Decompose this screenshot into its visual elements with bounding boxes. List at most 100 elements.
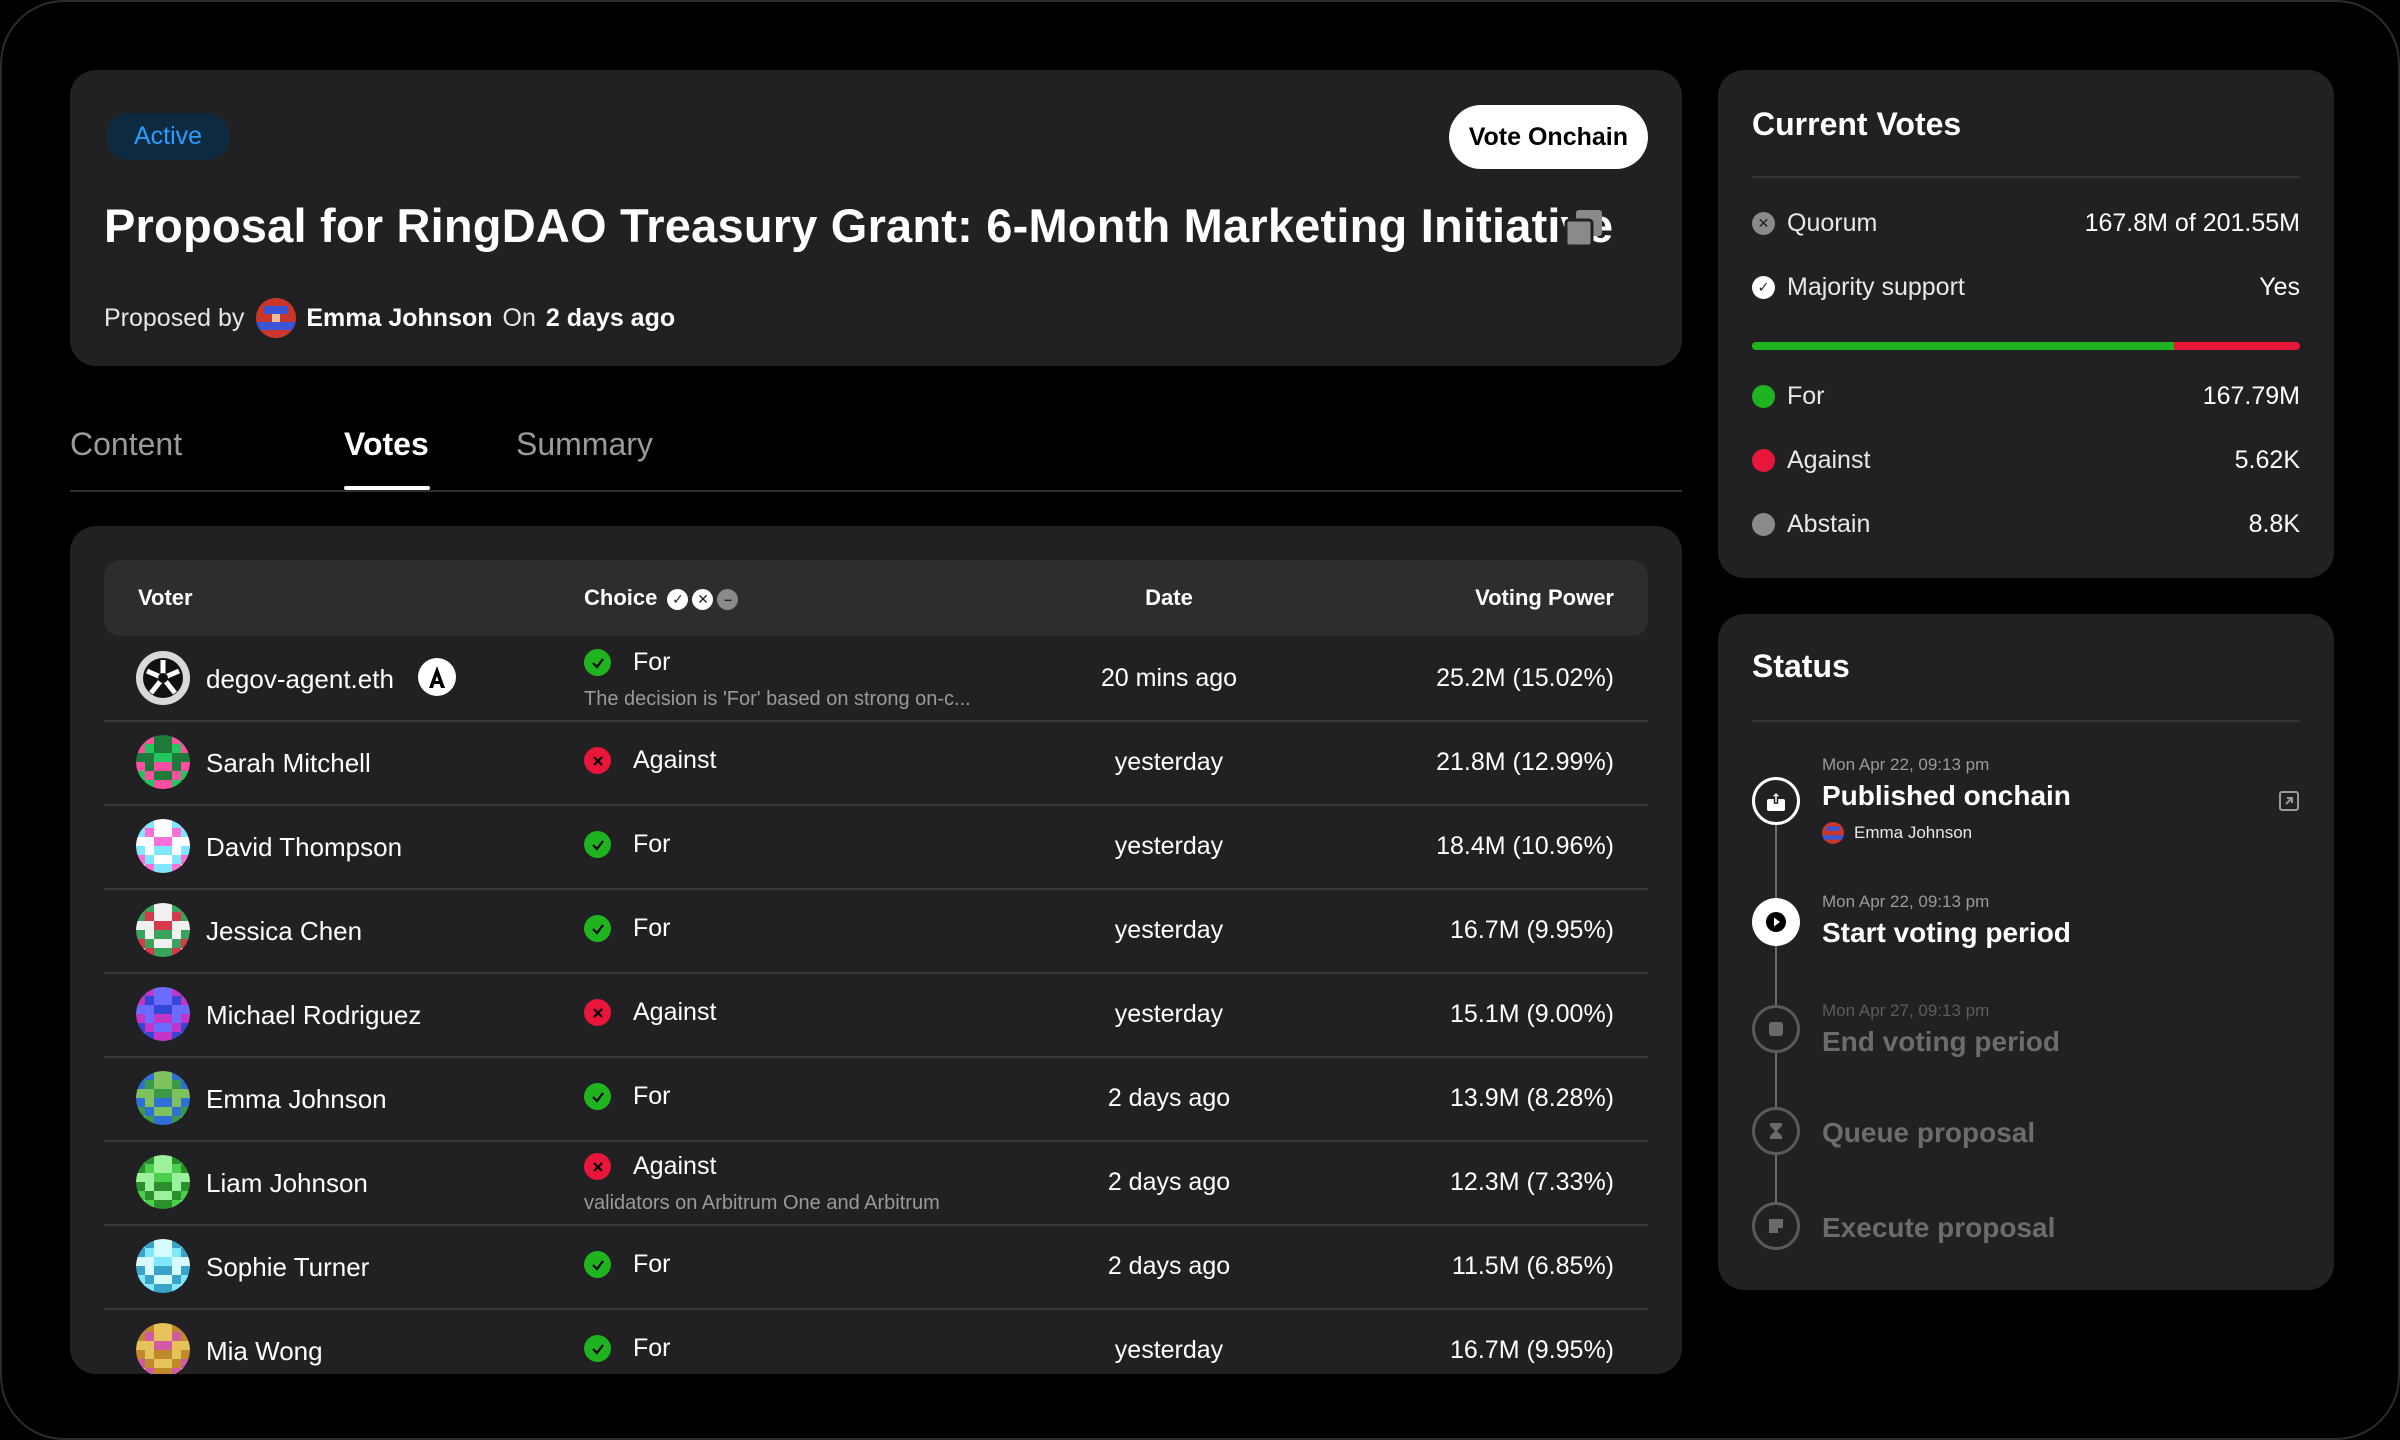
avatar: [136, 1323, 190, 1374]
voting-power: 25.2M (15.02%): [1436, 664, 1614, 692]
vote-distribution-bar: [1752, 342, 2300, 350]
vote-choice-label: For: [633, 648, 671, 676]
play-icon: [1766, 912, 1786, 932]
step-title: Execute proposal: [1822, 1212, 2056, 1243]
vote-choice: For: [584, 914, 671, 943]
against-value: 5.62K: [2234, 446, 2300, 474]
filter-abstain-icon[interactable]: –: [717, 588, 739, 610]
for-dot-icon: [1752, 385, 1775, 408]
vote-choice: Against: [584, 746, 716, 775]
for-label: For: [1787, 382, 1825, 410]
quorum-icon: ✕: [1752, 212, 1775, 235]
table-header: Voter Choice ✓ ✕ – Date Voting Power: [104, 560, 1648, 636]
table-row[interactable]: Michael Rodriguez Against yesterday 15.1…: [104, 972, 1648, 1058]
check-icon: ✓: [1752, 276, 1775, 299]
for-check-icon: [584, 831, 611, 858]
external-link-icon[interactable]: [2278, 790, 2300, 812]
abstain-dot-icon: [1752, 513, 1775, 536]
voter-name[interactable]: Sophie Turner: [206, 1252, 370, 1282]
for-fill: [1752, 342, 2174, 350]
table-row[interactable]: Mia Wong For yesterday 16.7M (9.95%): [104, 1308, 1648, 1374]
avatar: [136, 1071, 190, 1125]
abstain-row: Abstain 8.8K: [1752, 510, 2300, 539]
vote-choice-label: Against: [633, 1152, 717, 1180]
vote-choice-label: Against: [633, 746, 717, 774]
voting-power: 13.9M (8.28%): [1450, 1084, 1614, 1112]
vote-reason: The decision is 'For' based on strong on…: [584, 688, 971, 710]
author-name[interactable]: Emma Johnson: [306, 303, 493, 332]
table-row[interactable]: Emma Johnson For 2 days ago 13.9M (8.28%…: [104, 1056, 1648, 1142]
quorum-row: ✕ Quorum 167.8M of 201.55M: [1752, 209, 2300, 238]
voting-power: 18.4M (10.96%): [1436, 832, 1614, 860]
quorum-label: Quorum: [1787, 209, 1878, 237]
for-value: 167.79M: [2202, 382, 2300, 410]
table-row[interactable]: David Thompson For yesterday 18.4M (10.9…: [104, 804, 1648, 890]
author-avatar: [256, 298, 297, 338]
tab-votes[interactable]: Votes: [344, 426, 429, 462]
tab-summary[interactable]: Summary: [516, 426, 653, 462]
table-row[interactable]: degov-agent.eth For The decision is 'For…: [104, 636, 1648, 722]
copy-icon[interactable]: [1562, 208, 1606, 250]
step-time: Mon Apr 27, 09:13 pm: [1822, 1001, 1990, 1020]
current-votes-title: Current Votes: [1752, 106, 1962, 142]
voting-power: 16.7M (9.95%): [1450, 1336, 1614, 1364]
voter-name[interactable]: Emma Johnson: [206, 1084, 387, 1114]
table-row[interactable]: Sarah Mitchell Against yesterday 21.8M (…: [104, 720, 1648, 806]
vote-date: 2 days ago: [1107, 1168, 1231, 1196]
step-time: Mon Apr 22, 09:13 pm: [1822, 892, 1990, 911]
avatar: [136, 903, 190, 957]
vote-reason: validators on Arbitrum One and Arbitrum: [584, 1192, 940, 1214]
vote-choice-label: For: [633, 1250, 671, 1278]
step-title: Queue proposal: [1822, 1117, 2036, 1148]
table-row[interactable]: Sophie Turner For 2 days ago 11.5M (6.85…: [104, 1224, 1648, 1310]
filter-against-icon[interactable]: ✕: [692, 588, 714, 610]
voter-name[interactable]: Liam Johnson: [206, 1168, 368, 1198]
vote-choice: Against: [584, 998, 716, 1027]
vote-onchain-button[interactable]: Vote Onchain: [1448, 105, 1648, 169]
page-title: Proposal for RingDAO Treasury Grant: 6-M…: [104, 199, 1614, 252]
upload-icon: [1767, 790, 1785, 811]
step-author: Emma Johnson: [1822, 822, 1972, 844]
proposal-meta: Proposed by Emma Johnson On 2 days ago: [104, 296, 675, 340]
table-row[interactable]: Liam Johnson Against validators on Arbit…: [104, 1140, 1648, 1226]
vote-choice: For: [584, 1334, 671, 1363]
for-check-icon: [584, 1083, 611, 1110]
step-title: End voting period: [1822, 1026, 2060, 1057]
voter-name[interactable]: Sarah Mitchell: [206, 748, 371, 778]
proposal-age: 2 days ago: [545, 303, 676, 332]
majority-label: Majority support: [1787, 273, 1965, 301]
filter-for-icon[interactable]: ✓: [667, 588, 689, 610]
abstain-label: Abstain: [1787, 510, 1871, 538]
execute-node: [1752, 1202, 1800, 1250]
proposal-header: Active Vote Onchain Proposal for RingDAO…: [70, 70, 1682, 366]
status-badge: Active: [106, 113, 231, 160]
vote-date: yesterday: [1114, 748, 1224, 776]
vote-date: yesterday: [1114, 1000, 1224, 1028]
vote-date: 2 days ago: [1107, 1084, 1231, 1112]
voter-name[interactable]: Jessica Chen: [206, 916, 363, 946]
start-voting-node: [1752, 898, 1800, 946]
for-check-icon: [584, 915, 611, 942]
voter-name[interactable]: Michael Rodriguez: [206, 1000, 422, 1030]
voter-name[interactable]: David Thompson: [206, 832, 403, 862]
stop-icon: [1769, 1022, 1783, 1036]
step-title: Published onchain: [1822, 780, 2071, 811]
against-x-icon: [584, 747, 611, 774]
avatar: [136, 1239, 190, 1293]
avatar: [136, 987, 190, 1041]
majority-value: Yes: [2259, 273, 2300, 301]
voting-power: 11.5M (6.85%): [1451, 1252, 1614, 1280]
current-votes-card: Current Votes ✕ Quorum 167.8M of 201.55M …: [1718, 70, 2334, 578]
against-dot-icon: [1752, 449, 1775, 472]
published-node: [1752, 777, 1800, 825]
vote-date: 20 mins ago: [1100, 664, 1238, 692]
tab-content[interactable]: Content: [70, 426, 183, 462]
proposed-by-label: Proposed by: [104, 303, 245, 332]
col-voter: Voter: [138, 585, 193, 610]
voter-name[interactable]: Mia Wong: [206, 1336, 323, 1366]
agent-badge-icon: [418, 658, 456, 696]
voter-name[interactable]: degov-agent.eth: [206, 664, 394, 694]
col-choice-label: Choice: [584, 585, 658, 610]
table-row[interactable]: Jessica Chen For yesterday 16.7M (9.95%): [104, 888, 1648, 974]
voting-power: 15.1M (9.00%): [1450, 1000, 1614, 1028]
